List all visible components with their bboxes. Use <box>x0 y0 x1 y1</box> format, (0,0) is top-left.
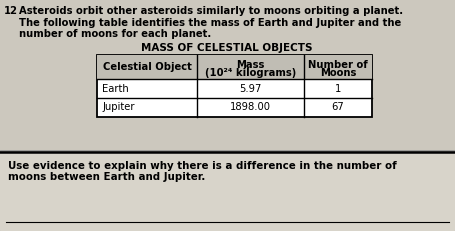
Text: Mass: Mass <box>236 60 265 70</box>
Text: The following table identifies the mass of Earth and Jupiter and the: The following table identifies the mass … <box>19 18 401 27</box>
Text: moons between Earth and Jupiter.: moons between Earth and Jupiter. <box>8 173 205 182</box>
Text: MASS OF CELESTIAL OBJECTS: MASS OF CELESTIAL OBJECTS <box>141 43 313 53</box>
Text: 1898.00: 1898.00 <box>230 103 271 112</box>
Text: Moons: Moons <box>320 68 356 78</box>
Text: 1: 1 <box>335 83 341 94</box>
Text: Celestial Object: Celestial Object <box>102 62 192 72</box>
Text: (10²⁴ kilograms): (10²⁴ kilograms) <box>205 68 296 78</box>
Text: Use evidence to explain why there is a difference in the number of: Use evidence to explain why there is a d… <box>8 161 397 171</box>
Text: Number of: Number of <box>308 60 368 70</box>
Text: number of moons for each planet.: number of moons for each planet. <box>19 29 211 39</box>
Text: 5.97: 5.97 <box>239 83 262 94</box>
Text: Earth: Earth <box>102 83 129 94</box>
Text: 67: 67 <box>332 103 344 112</box>
Text: Asteroids orbit other asteroids similarly to moons orbiting a planet.: Asteroids orbit other asteroids similarl… <box>19 6 403 16</box>
Text: 12: 12 <box>4 6 18 16</box>
Text: Jupiter: Jupiter <box>102 103 135 112</box>
Bar <box>97 55 372 117</box>
Bar <box>0 152 455 231</box>
Bar <box>97 55 372 79</box>
